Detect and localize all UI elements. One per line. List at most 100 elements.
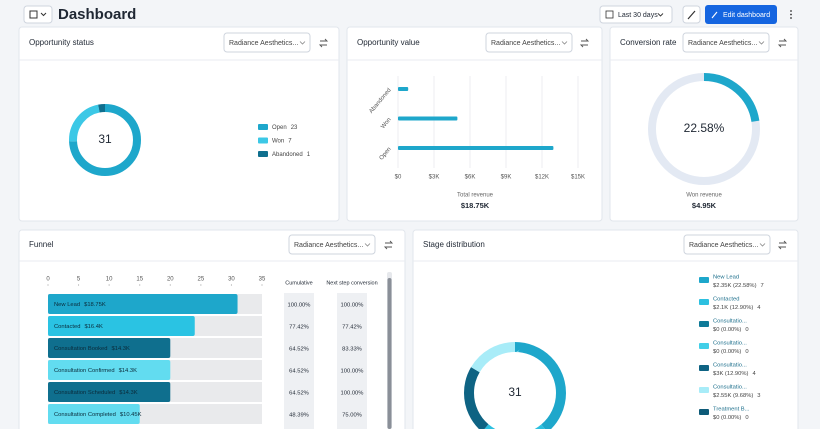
bar-label: Consultation Scheduled $14.3K bbox=[54, 390, 138, 396]
legend-swatch bbox=[258, 137, 268, 144]
stage-revenue: $14.3K bbox=[119, 390, 138, 396]
legend-amount: $0 (0.00%) bbox=[713, 415, 741, 421]
card-title: Opportunity status bbox=[29, 38, 94, 47]
bar bbox=[398, 116, 458, 121]
next-step: 75.00% bbox=[342, 413, 362, 419]
filter-dropdown[interactable] bbox=[288, 234, 376, 255]
swap-icon[interactable] bbox=[318, 38, 329, 48]
legend-detail: $3K (12.90%) 4 bbox=[713, 371, 756, 377]
stage-revenue: $18.75K bbox=[84, 302, 106, 308]
gauge-value bbox=[648, 73, 760, 185]
legend-name: Consultatio... bbox=[713, 341, 747, 347]
stage-name: Consultation Confirmed bbox=[54, 368, 115, 374]
cumulative: 64.52% bbox=[289, 347, 309, 353]
column-bg bbox=[337, 293, 367, 429]
funnel-bar bbox=[48, 338, 171, 358]
x-tick-label: 25 bbox=[198, 277, 205, 283]
card-title: Opportunity value bbox=[357, 38, 420, 47]
filter-dropdown[interactable] bbox=[682, 32, 770, 53]
legend-swatch bbox=[699, 321, 709, 327]
filter-value: Radiance Aesthetics... bbox=[688, 40, 757, 47]
filter-dropdown[interactable] bbox=[683, 234, 771, 255]
bar-label: Consultation Confirmed $14.3K bbox=[54, 368, 137, 374]
cumulative: 64.52% bbox=[289, 369, 309, 375]
swap-icon[interactable] bbox=[579, 38, 590, 48]
legend-detail: $2.1K (12.90%) 4 bbox=[713, 305, 761, 311]
stage-name: Consultation Booked bbox=[54, 346, 108, 352]
legend-count: 4 bbox=[752, 371, 756, 377]
bar-label: Consultation Completed $10.45K bbox=[54, 412, 142, 418]
legend-swatch bbox=[258, 151, 268, 157]
footer-value: $18.75K bbox=[461, 201, 490, 210]
filter-value: Radiance Aesthetics... bbox=[491, 40, 560, 47]
filter-dropdown[interactable] bbox=[485, 32, 573, 53]
swap-icon[interactable] bbox=[777, 38, 788, 48]
footer-value: $4.95K bbox=[692, 201, 717, 210]
stage-revenue: $16.4K bbox=[84, 324, 103, 330]
sidebar-toggle[interactable] bbox=[23, 5, 53, 24]
legend-entry: Abandoned 1 bbox=[272, 152, 311, 158]
funnel-bar bbox=[48, 294, 238, 314]
column-header: Cumulative bbox=[285, 280, 313, 286]
card-opportunity-value bbox=[346, 26, 603, 222]
funnel-bar bbox=[48, 382, 171, 402]
pencil-icon bbox=[711, 11, 718, 19]
legend-swatch bbox=[699, 409, 709, 415]
calendar-icon bbox=[605, 10, 614, 19]
legend-name: New Lead bbox=[713, 275, 739, 281]
stage-revenue: $10.45K bbox=[120, 412, 142, 418]
date-picker[interactable] bbox=[599, 5, 673, 24]
donut-segment bbox=[69, 104, 141, 176]
cumulative: 100.00% bbox=[288, 303, 311, 309]
date-range: Last 30 days bbox=[618, 12, 658, 19]
edit-button[interactable] bbox=[705, 5, 777, 24]
stage-name: Consultation Scheduled bbox=[54, 390, 115, 396]
x-tick-label: 0 bbox=[46, 277, 50, 283]
legend-amount: $0 (0.00%) bbox=[713, 349, 741, 355]
bar bbox=[398, 87, 409, 91]
chevron bbox=[40, 12, 47, 17]
card-conversion-rate bbox=[609, 26, 799, 222]
card-title: Conversion rate bbox=[620, 38, 677, 47]
legend-count: 0 bbox=[745, 327, 748, 333]
legend-value: 7 bbox=[288, 138, 292, 144]
legend-count: 0 bbox=[745, 349, 748, 355]
x-tick-label: $15K bbox=[571, 175, 585, 181]
x-tick-label: $3K bbox=[429, 175, 440, 181]
x-tick-label: 15 bbox=[136, 277, 143, 283]
x-tick-label: $6K bbox=[465, 175, 476, 181]
legend-name: Contacted bbox=[713, 297, 739, 303]
stage-name: New Lead bbox=[54, 302, 80, 308]
legend-name: Treatment B... bbox=[713, 407, 750, 413]
scrollbar-thumb[interactable] bbox=[387, 278, 392, 429]
stage-name: Consultation Completed bbox=[54, 412, 116, 418]
chevron bbox=[759, 243, 766, 247]
legend-name: Consultatio... bbox=[713, 363, 747, 369]
filter-value: Radiance Aesthetics... bbox=[689, 242, 758, 249]
menu-dot bbox=[790, 17, 792, 19]
cumulative: 77.42% bbox=[289, 325, 309, 331]
legend-name: Won bbox=[272, 138, 284, 144]
legend-name: Consultatio... bbox=[713, 319, 747, 325]
menu-dot[interactable] bbox=[790, 10, 792, 12]
x-tick-label: 30 bbox=[228, 277, 235, 283]
stage-revenue: $14.3K bbox=[119, 368, 138, 374]
swap-icon[interactable] bbox=[383, 240, 394, 250]
legend-entry: Won 7 bbox=[272, 138, 292, 144]
card-title: Funnel bbox=[29, 240, 54, 249]
tools-icon bbox=[687, 10, 696, 20]
legend-swatch bbox=[699, 365, 709, 371]
donut-total: 31 bbox=[98, 132, 112, 146]
swap-icon[interactable] bbox=[777, 240, 788, 250]
x-tick-label: 10 bbox=[106, 277, 113, 283]
legend-name: Abandoned bbox=[272, 152, 303, 158]
stage-body: 31 New Lead $2.35K (22.58%) 7 Contacted $2.1K… bbox=[464, 275, 764, 429]
gauge-label: 22.58% bbox=[684, 121, 725, 135]
x-tick-label: $12K bbox=[535, 175, 549, 181]
legend-value: 23 bbox=[291, 125, 298, 131]
legend-count: 7 bbox=[761, 283, 764, 289]
chevron bbox=[561, 41, 568, 45]
legend-detail: $0 (0.00%) 0 bbox=[713, 415, 749, 421]
legend-amount: $2.1K (12.90%) bbox=[713, 305, 753, 311]
filter-dropdown[interactable] bbox=[223, 32, 311, 53]
